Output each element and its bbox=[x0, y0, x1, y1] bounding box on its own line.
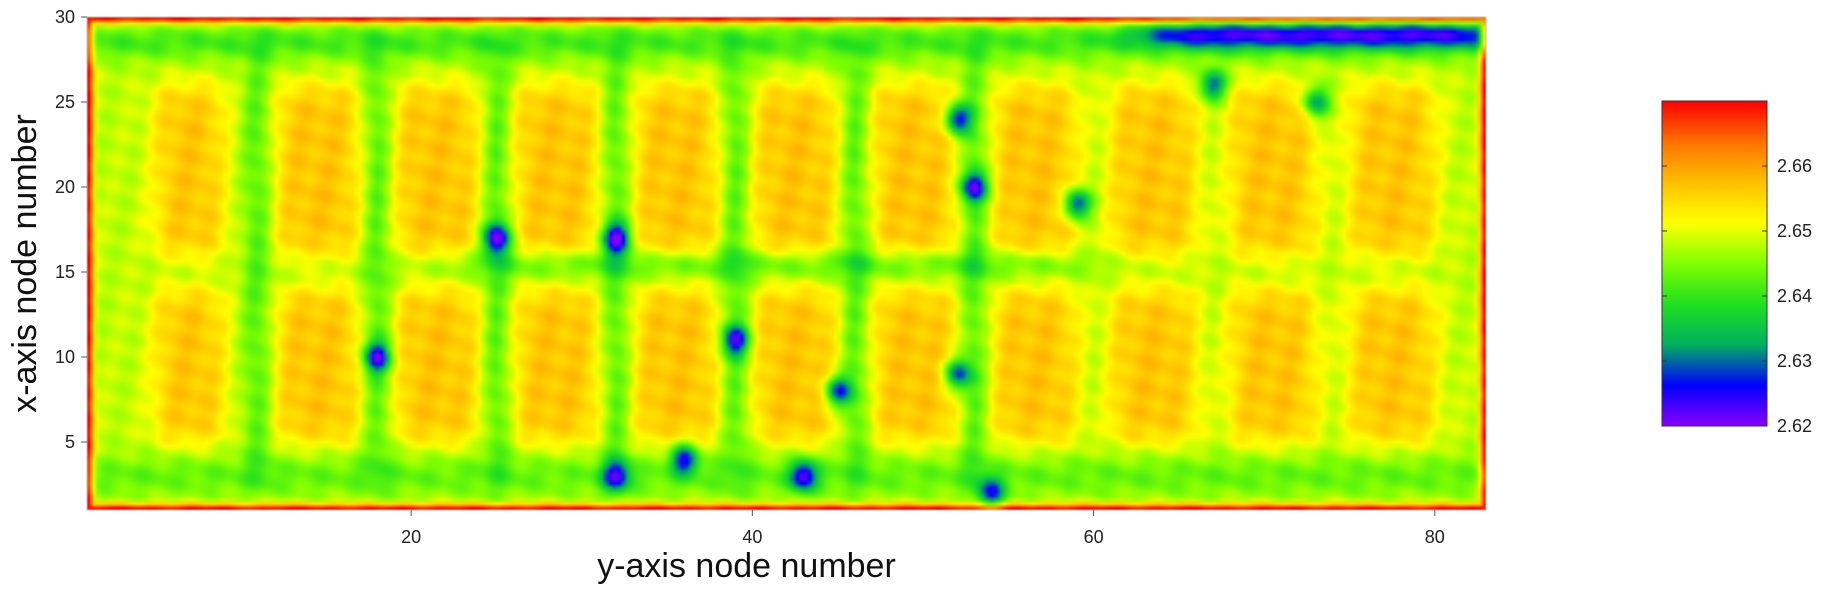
y-tick-label: 5 bbox=[65, 432, 75, 452]
colorbar-tick-label: 2.63 bbox=[1777, 351, 1812, 371]
heatmap-field bbox=[87, 17, 1486, 510]
y-tick-label: 20 bbox=[55, 177, 75, 197]
plot-frame bbox=[86, 16, 1487, 511]
x-tick-label: 60 bbox=[1084, 527, 1104, 547]
colorbar-tick-label: 2.65 bbox=[1777, 221, 1812, 241]
colorbar-bar bbox=[1661, 100, 1768, 427]
x-axis-title: y-axis node number bbox=[597, 547, 896, 585]
colorbar-ticks: 2.62 2.63 2.64 2.65 2.66 bbox=[1662, 156, 1812, 436]
x-tick-label: 20 bbox=[401, 527, 421, 547]
x-tick-label: 40 bbox=[742, 527, 762, 547]
colorbar-tick-label: 2.62 bbox=[1777, 416, 1812, 436]
y-tick-label: 30 bbox=[55, 7, 75, 27]
y-tick-label: 15 bbox=[55, 262, 75, 282]
colorbar: 2.62 2.63 2.64 2.65 2.66 bbox=[1661, 100, 1812, 436]
y-axis-title: x-axis node number bbox=[6, 114, 44, 413]
y-tick-label: 10 bbox=[55, 347, 75, 367]
heatmap-image bbox=[87, 17, 1486, 510]
x-tick-label: 80 bbox=[1425, 527, 1445, 547]
colorbar-tick-label: 2.66 bbox=[1777, 156, 1812, 176]
colorbar-tick-label: 2.64 bbox=[1777, 286, 1812, 306]
x-axis-ticks: 20 40 60 80 bbox=[401, 510, 1445, 547]
y-tick-label: 25 bbox=[55, 92, 75, 112]
y-axis-ticks: 5 10 15 20 25 30 bbox=[55, 7, 87, 452]
